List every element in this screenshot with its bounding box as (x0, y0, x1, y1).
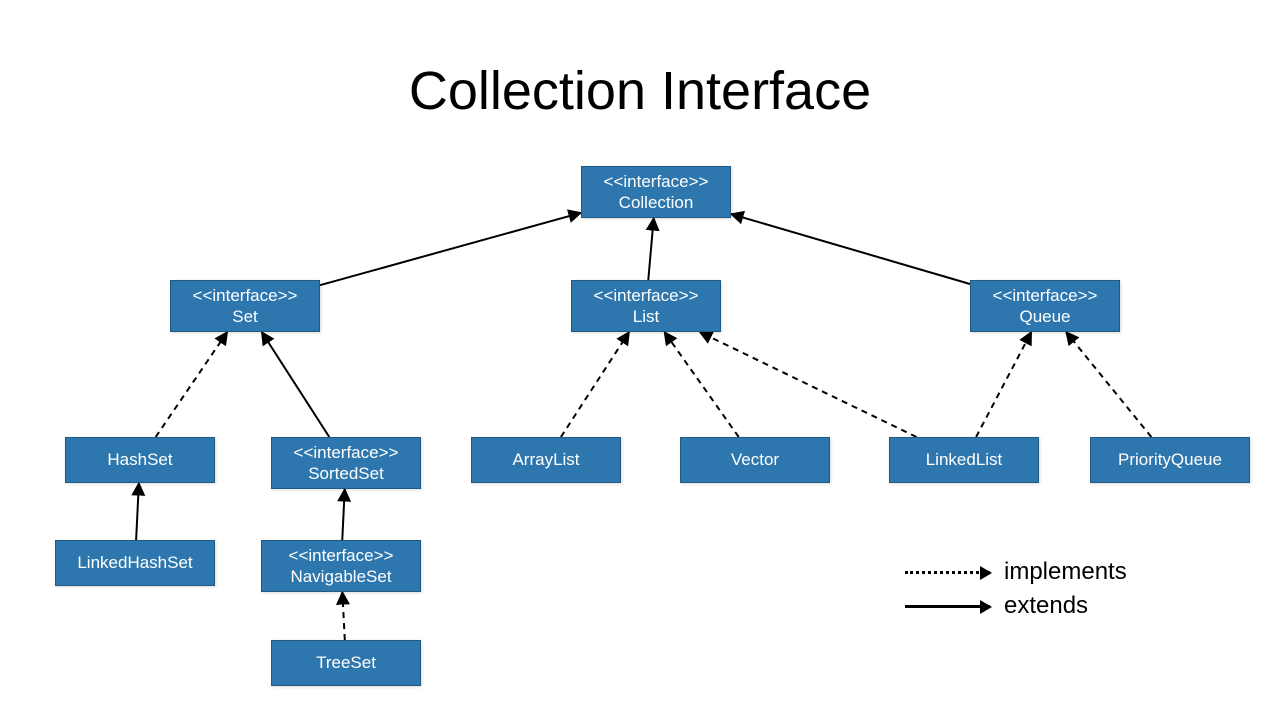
page-title: Collection Interface (0, 60, 1280, 122)
legend: implements extends (905, 558, 1127, 626)
node-linkedhashset: LinkedHashSet (55, 540, 215, 586)
node-label: HashSet (107, 449, 172, 470)
node-label: ArrayList (512, 449, 579, 470)
node-sortedset: <<interface>>SortedSet (271, 437, 421, 489)
node-priorityqueue: PriorityQueue (1090, 437, 1250, 483)
edge-queue-to-collection (731, 214, 970, 284)
node-label: LinkedHashSet (77, 552, 192, 573)
node-label: Set (232, 306, 258, 327)
node-stereotype: <<interface>> (289, 545, 394, 566)
node-hashset: HashSet (65, 437, 215, 483)
edge-linkedhashset-to-hashset (136, 483, 139, 540)
diagram-stage: Collection Interface <<interface>>Collec… (0, 0, 1280, 720)
node-stereotype: <<interface>> (993, 285, 1098, 306)
node-label: NavigableSet (290, 566, 391, 587)
node-stereotype: <<interface>> (604, 171, 709, 192)
legend-implements-row: implements (905, 558, 1127, 586)
node-treeset: TreeSet (271, 640, 421, 686)
node-collection: <<interface>>Collection (581, 166, 731, 218)
node-vector: Vector (680, 437, 830, 483)
node-arraylist: ArrayList (471, 437, 621, 483)
edge-priorityqueue-to-queue (1066, 332, 1151, 437)
node-stereotype: <<interface>> (594, 285, 699, 306)
node-queue: <<interface>>Queue (970, 280, 1120, 332)
edge-arraylist-to-list (561, 332, 629, 437)
edge-set-to-collection (320, 213, 581, 285)
edge-treeset-to-navigableset (342, 592, 344, 640)
node-linkedlist: LinkedList (889, 437, 1039, 483)
node-label: Queue (1019, 306, 1070, 327)
node-navigableset: <<interface>>NavigableSet (261, 540, 421, 592)
node-label: List (633, 306, 659, 327)
edge-navigableset-to-sortedset (342, 489, 344, 540)
edge-vector-to-list (664, 332, 738, 437)
node-label: Vector (731, 449, 779, 470)
edge-list-to-collection (648, 218, 653, 280)
edge-linkedlist-to-queue (976, 332, 1031, 437)
edge-linkedlist-to-list (700, 332, 917, 437)
node-stereotype: <<interface>> (193, 285, 298, 306)
legend-extends-row: extends (905, 592, 1127, 620)
edge-sortedset-to-set (262, 332, 330, 437)
node-set: <<interface>>Set (170, 280, 320, 332)
node-label: TreeSet (316, 652, 376, 673)
legend-extends-line (905, 605, 990, 608)
node-label: PriorityQueue (1118, 449, 1222, 470)
node-label: Collection (619, 192, 694, 213)
node-label: SortedSet (308, 463, 384, 484)
node-label: LinkedList (926, 449, 1003, 470)
legend-extends-label: extends (1004, 592, 1088, 620)
edge-hashset-to-set (156, 332, 228, 437)
node-list: <<interface>>List (571, 280, 721, 332)
legend-implements-label: implements (1004, 558, 1127, 586)
node-stereotype: <<interface>> (294, 442, 399, 463)
legend-implements-line (905, 571, 990, 574)
